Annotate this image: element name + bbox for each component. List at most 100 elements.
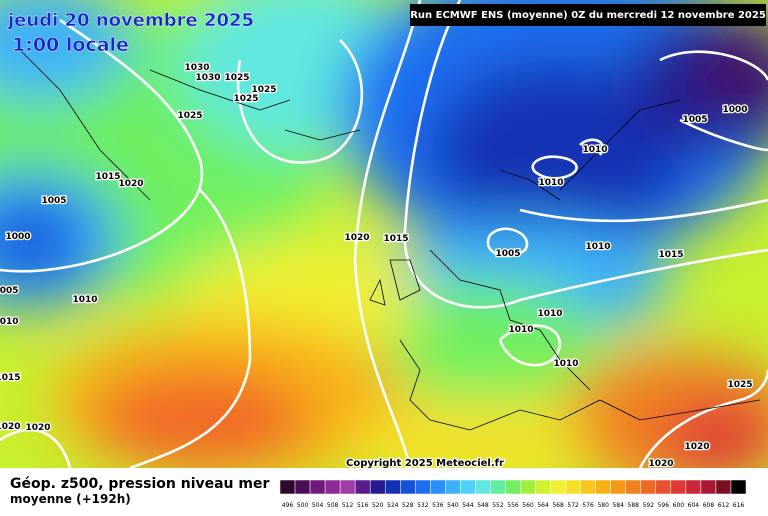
isobar-label: 1005 bbox=[495, 249, 520, 259]
isobar-label: 1005 bbox=[0, 286, 19, 296]
scale-label: 540 bbox=[447, 502, 459, 509]
scale-label: 564 bbox=[537, 502, 549, 509]
isobar-label: 1020 bbox=[118, 179, 143, 189]
scale-swatch bbox=[715, 479, 732, 495]
scale-swatch bbox=[505, 479, 521, 495]
scale-swatch bbox=[535, 479, 551, 495]
copyright: Copyright 2025 Meteociel.fr bbox=[346, 458, 504, 469]
scale-label: 580 bbox=[597, 502, 609, 509]
scale-label: 568 bbox=[552, 502, 564, 509]
isobar-label: 1025 bbox=[233, 94, 258, 104]
scale-swatch bbox=[475, 479, 491, 495]
scale-swatch bbox=[354, 479, 371, 495]
isobar-label: 1015 bbox=[658, 250, 683, 260]
scale-swatch bbox=[400, 479, 416, 495]
scale-swatch bbox=[309, 479, 326, 495]
scale-label: 544 bbox=[462, 502, 474, 509]
scale-swatch bbox=[460, 479, 476, 495]
footer-title: Géop. z500, pression niveau mer bbox=[10, 476, 269, 492]
isobar-label: 1020 bbox=[0, 422, 21, 432]
scale-label: 612 bbox=[718, 502, 730, 509]
scale-swatch bbox=[324, 479, 341, 495]
scale-swatch bbox=[670, 479, 687, 495]
isobar-label: 1010 bbox=[508, 325, 533, 335]
field bbox=[0, 0, 768, 468]
scale-label: 604 bbox=[688, 502, 700, 509]
scale-swatch bbox=[339, 479, 356, 495]
isobar-label: 1025 bbox=[177, 111, 202, 121]
scale-swatch bbox=[700, 479, 717, 495]
isobar-label: 1030 bbox=[184, 63, 209, 73]
scale-label: 536 bbox=[432, 502, 444, 509]
scale-label: 584 bbox=[612, 502, 624, 509]
scale-swatch bbox=[595, 479, 611, 495]
scale-label: 596 bbox=[658, 502, 670, 509]
scale-label: 528 bbox=[402, 502, 414, 509]
scale-swatch bbox=[279, 479, 296, 495]
isobar-label: 1020 bbox=[648, 459, 673, 469]
isobar-label: 1030 bbox=[195, 73, 220, 83]
scale-label: 532 bbox=[417, 502, 429, 509]
date: jeudi 20 novembre 2025 bbox=[7, 10, 254, 31]
scale-swatch bbox=[580, 479, 596, 495]
isobar-label: 1015 bbox=[95, 172, 120, 182]
isobar-label: 1010 bbox=[538, 178, 563, 188]
scale-label: 504 bbox=[312, 502, 324, 509]
time: 1:00 locale bbox=[12, 34, 129, 56]
isobar-label: 1010 bbox=[0, 317, 19, 327]
scale-swatch bbox=[610, 479, 626, 495]
isobar-label: 1005 bbox=[41, 196, 66, 206]
isobar-label: 1010 bbox=[553, 359, 578, 369]
isobar-label: 1000 bbox=[5, 232, 30, 242]
scale-label: 608 bbox=[703, 502, 715, 509]
isobar-label: 1010 bbox=[582, 145, 607, 155]
coastlines bbox=[19, 49, 761, 431]
scale-label: 592 bbox=[643, 502, 655, 509]
scale-swatch bbox=[369, 479, 386, 495]
isobar-label: 1025 bbox=[251, 85, 276, 95]
isobar-label: 1010 bbox=[537, 309, 562, 319]
scale-swatch bbox=[384, 479, 401, 495]
isobar-label: 1000 bbox=[722, 105, 747, 115]
isobar-label: 1020 bbox=[25, 423, 50, 433]
scale-label: 500 bbox=[297, 502, 309, 509]
scale-label: 576 bbox=[582, 502, 594, 509]
scale-swatch bbox=[294, 479, 311, 495]
scale-swatch bbox=[445, 479, 461, 495]
isobar-label: 1020 bbox=[684, 442, 709, 452]
scale-label: 512 bbox=[342, 502, 354, 509]
scale-label: 616 bbox=[733, 502, 745, 509]
isobars bbox=[0, 0, 768, 468]
isobar-label: 1005 bbox=[682, 115, 707, 125]
run-info: Run ECMWF ENS (moyenne) 0Z du mercredi 1… bbox=[410, 10, 766, 21]
scale-swatch bbox=[430, 479, 446, 495]
isobar-label: 1015 bbox=[383, 234, 408, 244]
scale-label: 572 bbox=[567, 502, 579, 509]
scale-swatch bbox=[655, 479, 672, 495]
scale-label: 508 bbox=[327, 502, 339, 509]
scale-label: 560 bbox=[522, 502, 534, 509]
run-box bbox=[410, 4, 766, 26]
isobar-label: 1025 bbox=[727, 380, 752, 390]
scale-label: 556 bbox=[507, 502, 519, 509]
scale-swatch bbox=[415, 479, 431, 495]
scale-swatch bbox=[625, 479, 642, 495]
scale-label: 588 bbox=[628, 502, 640, 509]
scale-label: 552 bbox=[492, 502, 504, 509]
footer-subtitle: moyenne (+192h) bbox=[10, 492, 131, 506]
scale-swatch bbox=[730, 479, 747, 495]
scale-label: 496 bbox=[282, 502, 294, 509]
isobar-label: 1015 bbox=[0, 373, 21, 383]
scale-swatch bbox=[640, 479, 657, 495]
scale-swatch bbox=[565, 479, 581, 495]
isobar-label: 1010 bbox=[585, 242, 610, 252]
scale-swatch bbox=[685, 479, 702, 495]
scale-swatch bbox=[490, 479, 506, 495]
isobar-label: 1020 bbox=[344, 233, 369, 243]
isobar-label: 1025 bbox=[224, 73, 249, 83]
scale-swatch bbox=[520, 479, 536, 495]
scale-label: 548 bbox=[477, 502, 489, 509]
scale-label: 520 bbox=[372, 502, 384, 509]
